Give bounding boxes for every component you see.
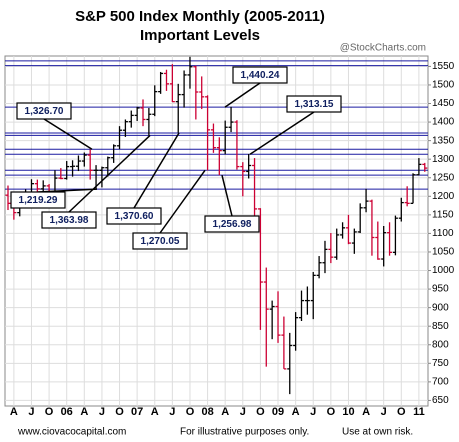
y-tick-label: 1550 bbox=[432, 61, 455, 72]
callout-arrow bbox=[68, 134, 151, 213]
y-tick-label: 1050 bbox=[432, 247, 455, 258]
callout-label: 1,363.98 bbox=[50, 215, 89, 226]
x-tick-label: A bbox=[292, 406, 300, 418]
y-tick-label: 1500 bbox=[432, 80, 455, 91]
y-tick-label: 950 bbox=[432, 284, 449, 295]
x-tick-label: O bbox=[327, 406, 336, 418]
x-tick-label: O bbox=[256, 406, 265, 418]
x-tick-label: A bbox=[221, 406, 229, 418]
x-tick-label: J bbox=[99, 406, 105, 418]
callout-box bbox=[41, 211, 97, 229]
y-tick-label: 750 bbox=[432, 358, 449, 369]
callout-arrow bbox=[43, 118, 93, 150]
x-tick-label: A bbox=[151, 406, 159, 418]
y-tick-label: 1450 bbox=[432, 98, 455, 109]
x-tick-label: O bbox=[397, 406, 406, 418]
x-tick-label: O bbox=[45, 406, 54, 418]
chart-title: S&P 500 Index Monthly (2005-2011) bbox=[75, 8, 325, 25]
y-tick-label: 850 bbox=[432, 321, 449, 332]
x-tick-label: A bbox=[10, 406, 18, 418]
footer: Use at own risk. bbox=[342, 427, 413, 438]
y-tick-label: 1000 bbox=[432, 265, 455, 276]
callout-box bbox=[10, 191, 66, 209]
x-tick-label: 10 bbox=[342, 406, 354, 418]
watermark: @StockCharts.com bbox=[340, 43, 426, 54]
callout-box bbox=[132, 232, 188, 250]
y-tick-label: 1150 bbox=[432, 209, 454, 220]
callout-label: 1,270.05 bbox=[141, 236, 180, 247]
y-tick-label: 900 bbox=[432, 302, 449, 313]
y-tick-label: 800 bbox=[432, 339, 449, 350]
x-tick-label: O bbox=[115, 406, 124, 418]
x-tick-label: J bbox=[381, 406, 387, 418]
callout-box bbox=[106, 207, 162, 225]
x-tick-label: 07 bbox=[131, 406, 143, 418]
callout-label: 1,313.15 bbox=[295, 99, 334, 110]
callout-box bbox=[232, 66, 288, 84]
callout-arrow bbox=[221, 174, 233, 217]
callout-arrow bbox=[159, 169, 206, 234]
callout-label: 1,219.29 bbox=[19, 195, 58, 206]
callout-arrow bbox=[224, 82, 261, 108]
y-tick-label: 1100 bbox=[432, 228, 454, 239]
callout-arrow bbox=[249, 111, 315, 155]
footer: For illustrative purposes only. bbox=[180, 427, 309, 438]
callout-label: 1,370.60 bbox=[115, 211, 154, 222]
x-tick-label: 11 bbox=[413, 406, 425, 418]
x-tick-label: J bbox=[28, 406, 34, 418]
x-tick-label: 09 bbox=[272, 406, 284, 418]
callout-label: 1,256.98 bbox=[213, 219, 252, 230]
x-tick-label: A bbox=[362, 406, 370, 418]
y-tick-label: 700 bbox=[432, 377, 449, 388]
y-tick-label: 1350 bbox=[432, 135, 455, 146]
x-tick-label: A bbox=[80, 406, 88, 418]
y-tick-label: 650 bbox=[432, 395, 449, 406]
footer: www.ciovacocapital.com bbox=[17, 427, 126, 438]
callout-arrow bbox=[133, 132, 180, 209]
callout-box bbox=[204, 215, 260, 233]
x-tick-label: J bbox=[240, 406, 246, 418]
x-tick-label: O bbox=[186, 406, 195, 418]
y-tick-label: 1200 bbox=[432, 191, 455, 202]
y-tick-label: 1400 bbox=[432, 117, 455, 128]
chart-subtitle: Important Levels bbox=[140, 27, 260, 44]
x-tick-label: J bbox=[169, 406, 175, 418]
callout-box bbox=[16, 102, 72, 120]
x-tick-label: 08 bbox=[201, 406, 213, 418]
x-tick-label: J bbox=[310, 406, 316, 418]
x-tick-label: 06 bbox=[61, 406, 73, 418]
y-tick-label: 1300 bbox=[432, 154, 455, 165]
y-tick-label: 1250 bbox=[432, 172, 455, 183]
callout-box bbox=[286, 95, 342, 113]
callout-label: 1,440.24 bbox=[241, 70, 280, 81]
callout-label: 1,326.70 bbox=[25, 106, 64, 117]
